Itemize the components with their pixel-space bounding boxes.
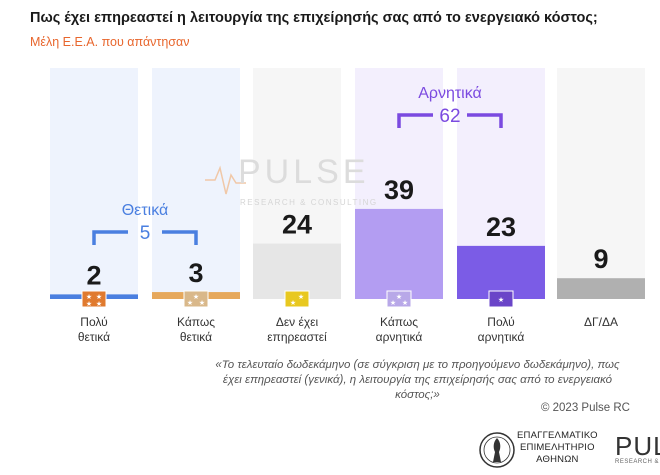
star-glyph: ★	[290, 299, 296, 307]
star-1-icon: ★	[488, 290, 514, 308]
column-background	[557, 68, 645, 299]
bar-value-label: 2	[86, 260, 101, 290]
chamber-line2: ΕΠΙΜΕΛΗΤΗΡΙΟ	[519, 442, 595, 453]
star-glyph: ★	[199, 299, 205, 307]
category-label: αρνητικά	[376, 330, 423, 344]
chart-subtitle: Μέλη Ε.Ε.Α. που απάντησαν	[30, 35, 190, 49]
category-label: θετικά	[78, 330, 110, 344]
stars-3-icon: ★★★	[183, 290, 209, 308]
star-glyph: ★	[96, 293, 102, 301]
column-background	[50, 68, 138, 299]
watermark-tagline: RESEARCH & CONSULTING	[240, 198, 378, 207]
star-glyph: ★	[193, 293, 199, 301]
chamber-line1: ΕΠΑΓΓΕΛΜΑΤΙΚΟ	[517, 430, 598, 441]
stars-3-icon: ★★★	[386, 290, 412, 308]
star-glyph: ★	[86, 293, 92, 301]
group-total: 62	[439, 106, 460, 127]
group-label: Θετικά	[122, 202, 169, 219]
question-footnote: «Το τελευταίο δωδεκάμηνο (σε σύγκριση με…	[215, 359, 620, 401]
bar	[557, 278, 645, 299]
copyright: © 2023 Pulse RC	[540, 402, 630, 414]
chamber-name: ΕΠΑΓΓΕΛΜΑΤΙΚΟ ΕΠΙΜΕΛΗΤΗΡΙΟ ΑΘΗΝΩΝ	[517, 430, 598, 466]
category-label: θετικά	[180, 330, 212, 344]
star-glyph: ★	[86, 300, 92, 308]
category-label: Πολύ	[487, 315, 514, 329]
chamber-line3: ΑΘΗΝΩΝ	[536, 454, 579, 465]
pulse-logo-tagline: RESEARCH & CI	[615, 459, 660, 465]
column-background	[152, 68, 240, 299]
category-label: Κάπως	[177, 315, 215, 329]
star-glyph: ★	[390, 299, 396, 307]
bar	[457, 245, 545, 299]
group-label: Αρνητικά	[418, 85, 482, 102]
chart-title: Πως έχει επηρεαστεί η λειτουργία της επι…	[30, 10, 598, 26]
category-label: Πολύ	[80, 315, 107, 329]
group-bracket: 5 Θετικά	[92, 202, 198, 245]
bar-value-label: 3	[188, 258, 203, 288]
bar	[355, 208, 443, 299]
category-label: επηρεαστεί	[267, 330, 327, 344]
group-total: 5	[140, 223, 151, 244]
category-label: Κάπως	[380, 315, 418, 329]
bar-value-label: 23	[486, 212, 516, 242]
pulse-logo-name: PUL	[615, 433, 660, 461]
bar-value-label: 39	[384, 175, 414, 205]
bar	[253, 243, 341, 299]
watermark-name: PULSE	[238, 153, 370, 191]
category-label: αρνητικά	[478, 330, 525, 344]
star-glyph: ★	[402, 299, 408, 307]
star-glyph: ★	[396, 293, 402, 301]
star-glyph: ★	[498, 296, 504, 304]
chamber-logo: ΕΠΑΓΓΕΛΜΑΤΙΚΟ ΕΠΙΜΕΛΗΤΗΡΙΟ ΑΘΗΝΩΝ	[478, 428, 613, 472]
star-glyph: ★	[298, 293, 304, 301]
pulse-watermark: PULSE RESEARCH & CONSULTING	[205, 153, 378, 207]
stars-4-icon: ★ ★★ ★	[81, 290, 107, 308]
category-label: Δεν έχει	[276, 315, 319, 329]
star-glyph: ★	[187, 299, 193, 307]
star-glyph: ★	[96, 300, 102, 308]
chamber-seal-icon	[479, 432, 515, 468]
bar-value-label: 9	[593, 244, 608, 274]
pulse-logo: PUL RESEARCH & CI	[615, 433, 660, 473]
group-bracket: 62 Αρνητικά	[397, 85, 503, 128]
bar-chart: PULSE RESEARCH & CONSULTING 2★ ★★ ★Πολύθετ…	[50, 68, 645, 344]
bar-value-label: 24	[282, 210, 312, 240]
stars-2-icon: ★★	[284, 290, 310, 308]
category-label: ΔΓ/ΔΑ	[584, 315, 618, 329]
